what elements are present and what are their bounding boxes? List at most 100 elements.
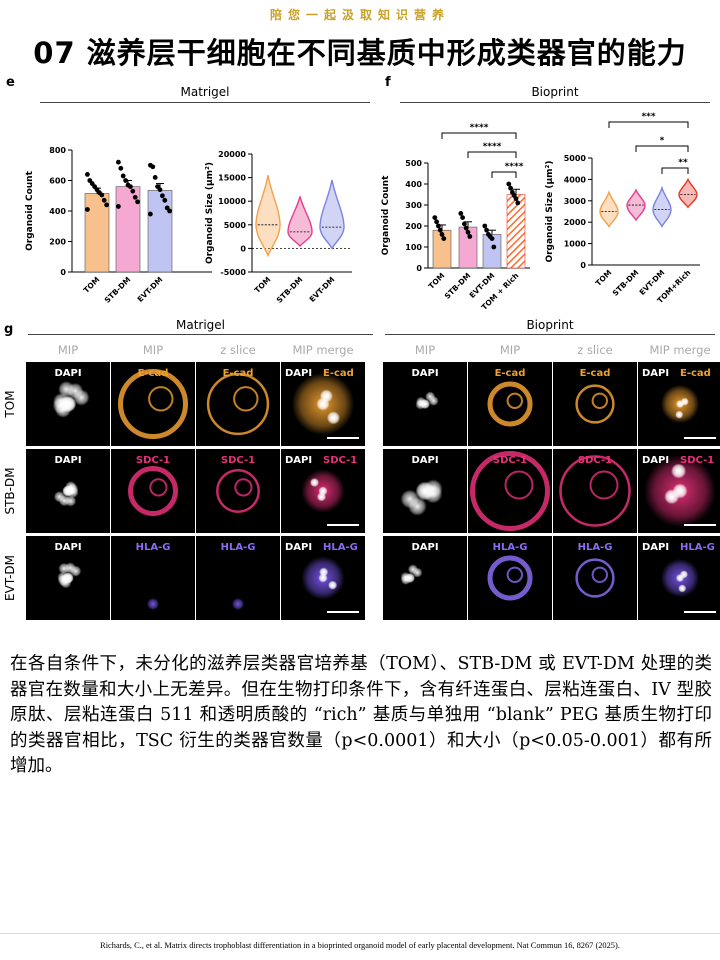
channel-label-dapi: DAPI <box>642 368 669 379</box>
marker-ring <box>206 372 270 436</box>
row-label: TOM <box>3 390 17 418</box>
section-rule <box>385 334 715 335</box>
micrograph-tile <box>111 449 195 533</box>
micrograph-tile <box>196 362 280 446</box>
dapi-nucleus <box>53 491 66 503</box>
column-header: MIP <box>415 343 435 357</box>
marker-ring <box>118 369 188 439</box>
data-point <box>437 227 443 233</box>
dapi-nucleus <box>328 580 338 590</box>
dapi-nucleus <box>412 567 423 578</box>
y-tick-label: 0 <box>60 268 66 277</box>
dapi-nucleus <box>319 389 333 403</box>
dapi-nucleus <box>675 410 684 419</box>
column-header: z slice <box>220 343 255 357</box>
microscopy-grid: MIP MIP z slice MIP merge DAPI E-cad E-cad DAPI… <box>3 343 720 620</box>
channel-label-dapi: DAPI <box>642 455 669 466</box>
dapi-nucleus <box>415 396 426 407</box>
violin <box>319 179 345 250</box>
dapi-nucleus <box>400 572 411 583</box>
significance-bracket <box>491 171 517 178</box>
marker-ring <box>470 451 550 531</box>
row-label: STB-DM <box>3 467 17 514</box>
data-point <box>150 164 156 170</box>
channel-label-marker: E-cad <box>580 368 611 379</box>
channel-label-dapi: DAPI <box>54 542 81 553</box>
column-header: MIP <box>58 343 78 357</box>
data-point <box>460 215 465 221</box>
data-point <box>148 211 153 217</box>
marker-ring <box>589 470 619 500</box>
data-point <box>434 219 439 225</box>
marker-ring <box>233 386 259 412</box>
marker-ring <box>559 455 631 527</box>
channel-label-marker: E-cad <box>223 368 254 379</box>
y-axis-label: Organoid Size (µm²) <box>205 162 215 264</box>
data-point <box>99 192 105 198</box>
dapi-nucleus <box>423 484 443 504</box>
micrograph-tile <box>553 536 637 620</box>
channel-label-dapi: DAPI <box>411 455 438 466</box>
marker-signal <box>232 598 244 610</box>
y-tick-label: 400 <box>49 207 66 216</box>
data-point <box>160 193 165 199</box>
channel-label-marker: SDC-1 <box>680 455 714 466</box>
data-point <box>465 229 471 235</box>
data-point <box>118 165 124 171</box>
channel-label-marker: HLA-G <box>323 542 358 553</box>
y-tick-label: 400 <box>405 180 422 189</box>
marker-ring <box>506 392 523 409</box>
micrograph-tile <box>553 449 637 533</box>
data-point <box>432 215 438 221</box>
y-tick-label: 15000 <box>218 174 246 183</box>
y-tick-label: 20000 <box>218 150 246 159</box>
data-point <box>513 196 519 202</box>
page-title: 07 滋养层干细胞在不同基质中形成类器官的能力 <box>33 36 687 70</box>
data-point <box>491 244 497 250</box>
data-point <box>462 221 467 227</box>
column-header: MIP <box>500 343 520 357</box>
dapi-nucleus <box>57 571 69 584</box>
data-point <box>123 178 128 183</box>
dapi-nucleus <box>678 584 687 593</box>
channel-label-marker: SDC-1 <box>323 455 357 466</box>
marker-ring <box>128 466 178 516</box>
marker-signal <box>147 598 159 610</box>
significance-stars: ** <box>678 158 688 168</box>
data-point <box>85 207 90 212</box>
section-rule <box>28 334 373 335</box>
data-point <box>484 227 489 233</box>
caption-text: 在各自条件下，未分化的滋养层类器官培养基（TOM）、STB-DM 或 EVT-D… <box>10 654 712 776</box>
violin <box>255 175 281 258</box>
data-point <box>489 236 495 242</box>
channel-label-marker: SDC-1 <box>578 455 612 466</box>
y-tick-label: 4000 <box>564 175 587 184</box>
banner: 陪您一起汲取知识营养 <box>269 8 450 22</box>
channel-label-marker: E-cad <box>495 368 526 379</box>
dapi-nucleus <box>326 411 340 425</box>
data-point <box>85 172 90 177</box>
data-point <box>482 223 488 229</box>
data-point <box>116 159 121 165</box>
channel-label-marker: HLA-G <box>136 542 171 553</box>
data-point <box>127 184 133 190</box>
marker-ring <box>506 566 523 583</box>
data-point <box>458 211 464 216</box>
data-point <box>162 197 168 203</box>
micrograph-tile <box>111 362 195 446</box>
micrograph-tile <box>196 449 280 533</box>
data-point <box>167 208 173 214</box>
significance-stars: **** <box>470 123 489 133</box>
violin <box>287 196 313 248</box>
channel-label-marker: E-cad <box>323 368 354 379</box>
data-point <box>132 194 138 200</box>
panel-label-e: e <box>6 75 15 90</box>
dapi-nucleus <box>680 397 689 406</box>
data-point <box>130 188 136 194</box>
channel-label-dapi: DAPI <box>411 542 438 553</box>
y-tick-label: 300 <box>405 201 422 210</box>
y-tick-label: 200 <box>405 222 422 231</box>
channel-label-marker: E-cad <box>138 368 169 379</box>
marker-ring <box>149 478 168 497</box>
data-point <box>467 234 473 239</box>
